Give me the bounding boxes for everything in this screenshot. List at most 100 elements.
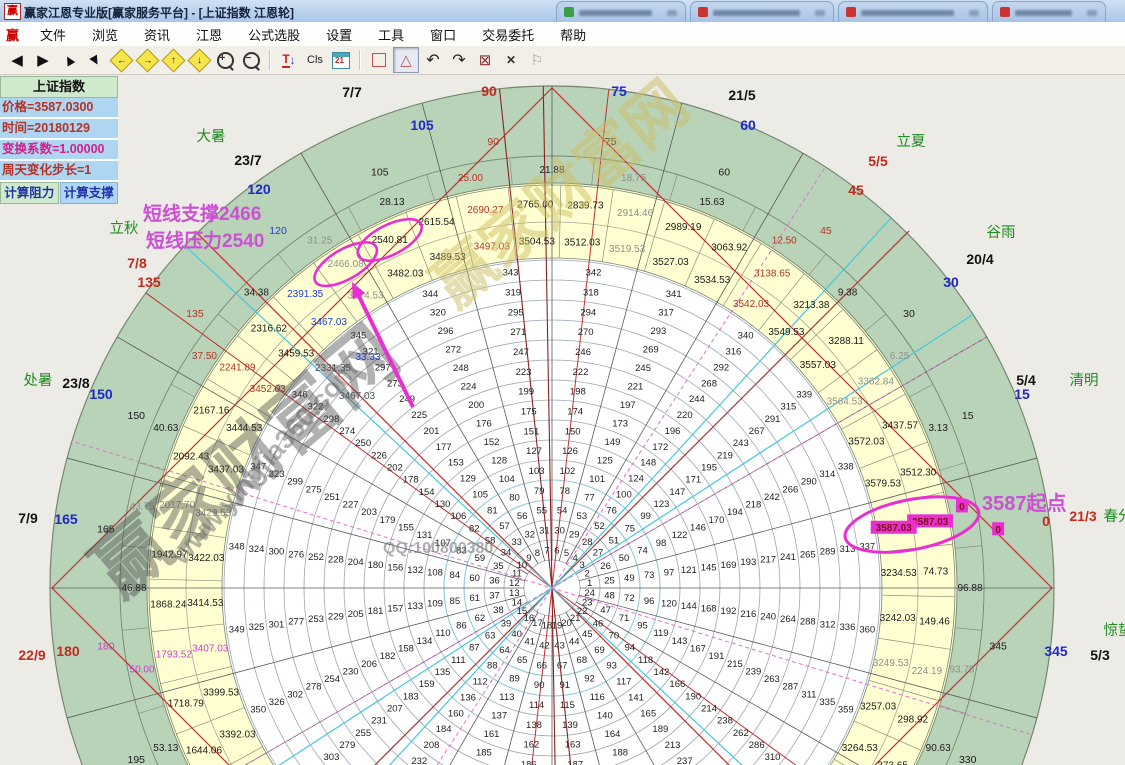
svg-text:3557.03: 3557.03 <box>800 360 837 371</box>
svg-text:226: 226 <box>371 450 387 461</box>
svg-text:224: 224 <box>461 382 477 393</box>
svg-text:172: 172 <box>652 442 668 453</box>
svg-text:23/8: 23/8 <box>62 375 89 391</box>
svg-text:96.88: 96.88 <box>957 583 982 594</box>
menu-item-浏览[interactable]: 浏览 <box>92 27 119 43</box>
tab-close-icon[interactable] <box>1087 10 1097 16</box>
svg-text:180: 180 <box>56 643 80 659</box>
wheel-degree-ring: 1530456075901051201351501651801952102252… <box>97 136 1007 765</box>
svg-text:289: 289 <box>820 547 836 558</box>
tab-title-blur <box>861 10 954 16</box>
svg-text:286: 286 <box>749 740 765 751</box>
zoom-in-button[interactable]: + <box>213 48 237 72</box>
svg-text:105: 105 <box>472 489 488 500</box>
svg-text:162: 162 <box>523 740 539 751</box>
svg-text:7/9: 7/9 <box>18 510 38 526</box>
svg-text:28.13: 28.13 <box>380 197 405 208</box>
delete-box-button[interactable]: ⊠ <box>478 52 492 69</box>
svg-text:3234.53: 3234.53 <box>881 568 918 579</box>
tab-close-icon[interactable] <box>815 10 825 16</box>
svg-text:71: 71 <box>619 613 630 624</box>
svg-text:惊蛰: 惊蛰 <box>1104 622 1125 639</box>
svg-text:317: 317 <box>658 308 674 319</box>
svg-text:80: 80 <box>509 492 520 503</box>
svg-text:341: 341 <box>666 289 682 300</box>
svg-text:136: 136 <box>460 692 476 703</box>
svg-text:1: 1 <box>587 578 592 589</box>
nav-last-button[interactable]: ▶ <box>37 52 49 69</box>
svg-text:94: 94 <box>624 643 635 654</box>
calc-resistance-button[interactable]: 计算阻力 <box>0 182 59 204</box>
svg-text:121: 121 <box>681 565 697 576</box>
browser-tab[interactable] <box>690 1 834 23</box>
calc-support-button[interactable]: 计算支撑 <box>59 182 118 204</box>
menu-item-文件[interactable]: 文件 <box>40 27 67 43</box>
tab-close-icon[interactable] <box>667 10 677 16</box>
svg-text:231: 231 <box>371 716 387 727</box>
svg-text:83: 83 <box>456 545 467 556</box>
svg-text:217: 217 <box>760 555 776 566</box>
svg-text:321: 321 <box>363 347 379 358</box>
svg-text:295: 295 <box>508 307 524 318</box>
svg-text:40.63: 40.63 <box>153 423 178 434</box>
tab-close-icon[interactable] <box>969 10 979 16</box>
svg-text:124: 124 <box>628 474 644 485</box>
menu-item-资讯[interactable]: 资讯 <box>144 27 171 43</box>
svg-text:113: 113 <box>499 692 514 703</box>
draw-triangle-button[interactable]: △ <box>393 47 419 73</box>
svg-text:3414.53: 3414.53 <box>187 598 224 609</box>
svg-text:140: 140 <box>597 710 613 721</box>
menu-item-帮助[interactable]: 帮助 <box>560 27 587 43</box>
browser-tab[interactable] <box>992 1 1106 23</box>
svg-text:133: 133 <box>407 601 423 612</box>
menu-item-交易委托[interactable]: 交易委托 <box>482 27 535 43</box>
nav-first-button[interactable]: ◀ <box>11 52 23 69</box>
menu-item-设置[interactable]: 设置 <box>326 27 353 43</box>
draw-square-button[interactable] <box>367 48 391 72</box>
svg-text:2765.00: 2765.00 <box>517 199 554 210</box>
clear-flag-button[interactable]: ⚐ <box>530 51 544 68</box>
zoom-out-button[interactable]: − <box>239 48 263 72</box>
menu-item-工具[interactable]: 工具 <box>378 27 405 43</box>
price-time-tool-button[interactable]: T ↓ <box>282 52 296 68</box>
svg-text:165: 165 <box>97 523 115 535</box>
svg-text:6: 6 <box>554 545 559 556</box>
svg-text:176: 176 <box>476 419 492 430</box>
cls-tool-button[interactable]: Cls <box>307 54 323 66</box>
svg-text:214: 214 <box>701 704 717 715</box>
svg-text:237: 237 <box>677 756 693 765</box>
svg-text:68: 68 <box>577 655 588 666</box>
rotate-cw-button[interactable]: ↷ <box>452 52 466 69</box>
svg-text:2914.46: 2914.46 <box>617 208 654 219</box>
menu-item-窗口[interactable]: 窗口 <box>430 27 457 43</box>
menu-item-江恩[interactable]: 江恩 <box>196 27 223 43</box>
svg-text:263: 263 <box>764 674 780 685</box>
svg-text:3534.53: 3534.53 <box>694 275 731 286</box>
svg-text:48: 48 <box>604 591 615 602</box>
svg-text:75: 75 <box>611 83 627 99</box>
svg-text:143: 143 <box>672 636 688 647</box>
svg-text:198: 198 <box>570 387 586 398</box>
svg-text:242: 242 <box>764 492 780 503</box>
rotate-ccw-button[interactable]: ↶ <box>426 52 440 69</box>
svg-text:大暑: 大暑 <box>197 128 226 145</box>
browser-tab[interactable] <box>838 1 988 23</box>
svg-text:立秋: 立秋 <box>110 220 139 237</box>
svg-text:27: 27 <box>593 548 604 559</box>
menu-item-公式选股[interactable]: 公式选股 <box>248 27 301 43</box>
svg-text:41: 41 <box>525 637 536 648</box>
calendar-tool-button[interactable]: 21 <box>329 48 353 72</box>
panel-row: 价格=3587.0300 <box>0 98 118 119</box>
svg-text:2615.54: 2615.54 <box>418 217 455 228</box>
shrink-tool-button[interactable]: ✕ <box>505 53 517 67</box>
svg-text:323: 323 <box>269 469 285 480</box>
svg-text:125: 125 <box>597 456 613 467</box>
svg-text:3482.03: 3482.03 <box>387 269 424 280</box>
svg-text:88: 88 <box>487 661 498 672</box>
browser-tab[interactable] <box>556 1 686 23</box>
svg-text:115: 115 <box>560 700 575 711</box>
svg-text:45: 45 <box>848 182 864 198</box>
svg-text:22: 22 <box>577 606 588 617</box>
svg-text:3437.57: 3437.57 <box>882 421 919 432</box>
